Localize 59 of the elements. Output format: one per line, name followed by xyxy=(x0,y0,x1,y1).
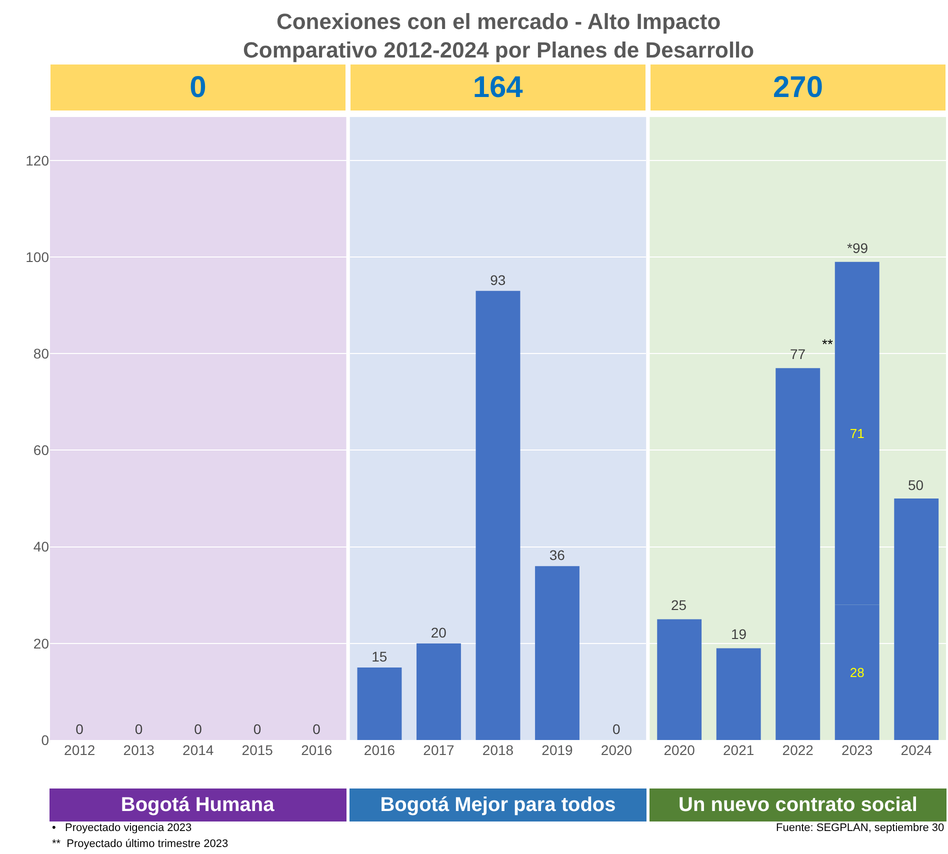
x-axis-title: Bogotá Mejor para todos xyxy=(380,794,616,816)
text: 164 xyxy=(472,71,524,104)
x-tick-label: 2021 xyxy=(723,742,754,758)
text: 270 xyxy=(772,71,824,104)
bar xyxy=(716,648,761,740)
data-label: 71 xyxy=(850,426,864,441)
text: • Proyectado vigencia 2023 xyxy=(52,822,192,834)
data-label: 93 xyxy=(490,272,506,288)
data-label: 0 xyxy=(134,721,143,737)
text: 0 xyxy=(190,71,206,104)
x-tick-label: 2015 xyxy=(242,742,274,758)
y-tick-label: 40 xyxy=(33,538,50,555)
data-label: 28 xyxy=(850,664,864,680)
x-tick-label: 2023 xyxy=(842,742,873,758)
y-tick-label: 0 xyxy=(41,732,50,748)
x-tick-label: 2019 xyxy=(542,742,574,758)
bar xyxy=(357,668,402,740)
data-label: 0 xyxy=(76,721,84,737)
y-tick-label: 60 xyxy=(33,442,50,458)
total-label: 77 xyxy=(790,346,806,362)
x-tick-label: 2024 xyxy=(900,742,932,758)
total-label: 50 xyxy=(908,477,924,493)
bar xyxy=(476,290,520,740)
annotation: ** xyxy=(822,336,834,352)
x-tick-label: 2022 xyxy=(782,742,814,758)
data-label: 0 xyxy=(194,721,202,737)
bar xyxy=(894,498,939,740)
x-tick-label: 2016 xyxy=(301,742,332,758)
data-label: 36 xyxy=(549,547,566,564)
bar xyxy=(776,368,820,740)
text: Conexiones con el mercado - Alto Impacto xyxy=(276,9,721,34)
x-tick-label: 2018 xyxy=(482,742,514,758)
total-label: 25 xyxy=(671,597,687,613)
bar xyxy=(657,619,702,740)
data-label: 0 xyxy=(612,721,621,737)
x-tick-label: 2013 xyxy=(123,742,155,758)
x-tick-label: 2020 xyxy=(600,742,632,758)
data-label: 0 xyxy=(253,721,262,737)
total-label: 19 xyxy=(731,626,747,642)
bar xyxy=(535,566,580,740)
x-tick-label: 2017 xyxy=(423,742,455,758)
y-tick-label: 20 xyxy=(33,635,50,652)
x-tick-label: 2014 xyxy=(182,742,214,758)
x-tick-label: 2020 xyxy=(664,742,696,758)
data-label: 15 xyxy=(372,648,388,665)
x-tick-label: 2012 xyxy=(64,742,96,758)
x-axis-title: Bogotá Humana xyxy=(120,794,276,816)
total-label: *99 xyxy=(847,240,868,256)
text: Comparativo 2012-2024 por Planes de Desarrollo xyxy=(243,38,754,63)
y-tick-label: 120 xyxy=(26,152,50,168)
source-note: Fuente: SEGPLAN, septiembre 30 xyxy=(776,822,944,834)
data-label: 0 xyxy=(312,721,321,737)
data-label: 20 xyxy=(430,624,447,640)
y-tick-label: 100 xyxy=(26,248,50,265)
text: ** Proyectado último trimestre 2023 xyxy=(52,838,228,850)
x-axis-title: Un nuevo contrato social xyxy=(678,794,918,816)
y-tick-label: 80 xyxy=(33,346,50,362)
bar xyxy=(416,643,461,740)
x-tick-label: 2016 xyxy=(364,742,396,758)
